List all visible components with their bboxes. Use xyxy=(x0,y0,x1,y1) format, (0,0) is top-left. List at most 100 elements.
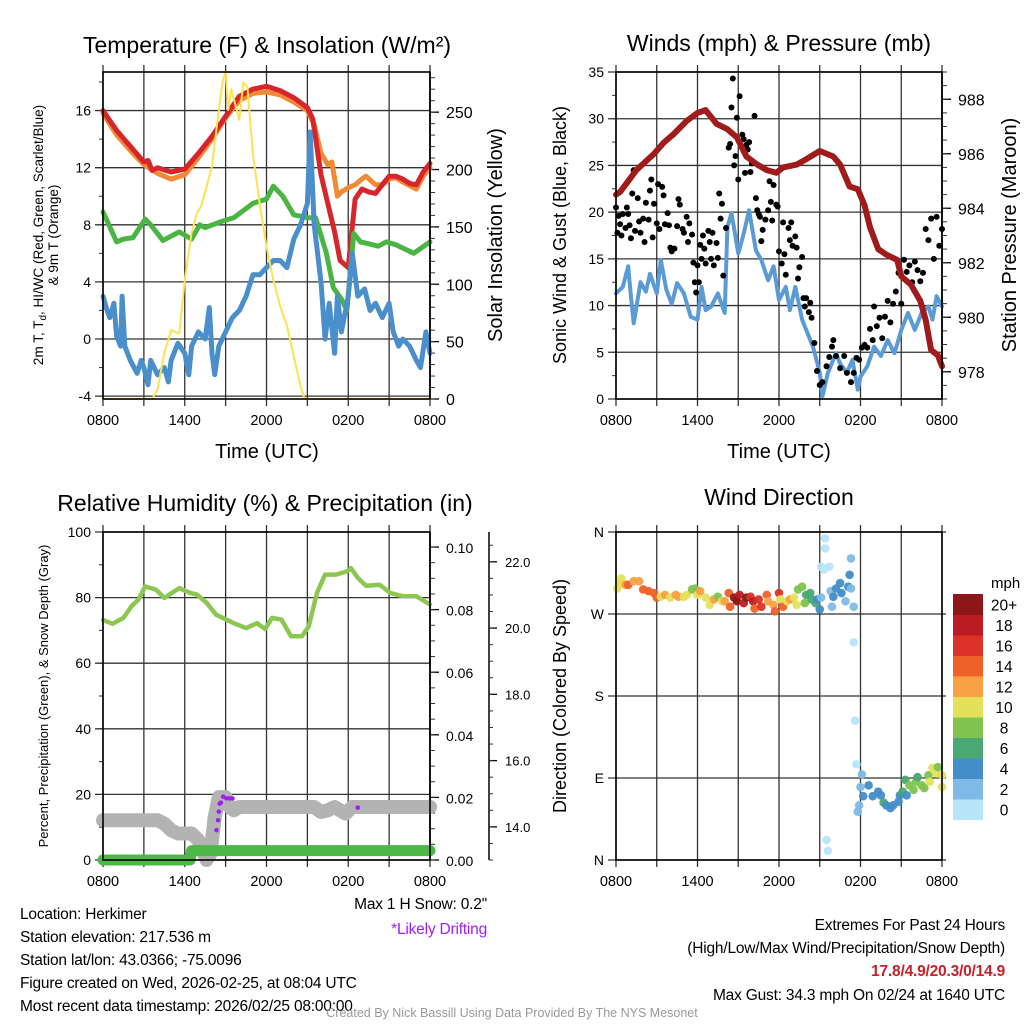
colorbar-unit-label: mph xyxy=(991,575,1020,592)
y-right-tick-label: 0.02 xyxy=(446,790,473,806)
colorbar-bin xyxy=(953,676,983,697)
gust-point xyxy=(819,379,826,386)
gust-point xyxy=(805,309,812,316)
gust-point xyxy=(911,258,918,265)
humidity-chart: 0 20 40 60 80 100 0.00 0.02 0.04 0.06 0.08 0.10 14.0… xyxy=(68,524,531,890)
y-left-tick-label: 15 xyxy=(588,251,604,267)
y-left-tick-label: 16 xyxy=(75,103,91,119)
gust-point xyxy=(701,245,708,252)
gust-point xyxy=(879,335,886,342)
gust-point xyxy=(706,239,713,246)
winds-chart: 0 5 10 15 20 25 30 35 978 980 982 984 986 988 0800 1400… xyxy=(588,64,984,429)
gust-point xyxy=(782,271,789,278)
gust-point xyxy=(649,234,656,241)
colorbar-label: 2 xyxy=(1000,782,1009,799)
series-line-sonic-wind xyxy=(614,208,944,399)
x-tick-label: 0200 xyxy=(332,413,364,429)
gust-point xyxy=(747,168,754,175)
humidity-chart-title: Relative Humidity (%) & Precipitation (i… xyxy=(57,490,472,516)
wind-direction-point xyxy=(805,588,815,598)
colorbar-label: 8 xyxy=(1000,720,1009,737)
station-elevation: Station elevation: 217.536 m xyxy=(20,929,211,946)
x-tick-label: 2000 xyxy=(250,874,282,890)
snow-depth-tick-label: 18.0 xyxy=(505,687,530,702)
y-left-tick-label: 100 xyxy=(68,524,92,540)
gust-point xyxy=(664,210,671,217)
x-tick-label: 0200 xyxy=(332,874,364,890)
wind-direction-point xyxy=(933,762,943,772)
gust-point xyxy=(632,227,639,234)
x-tick-label: 0800 xyxy=(926,413,958,429)
gust-point xyxy=(680,229,687,236)
wind-direction-point xyxy=(617,574,626,583)
gust-point xyxy=(767,198,774,205)
wind-direction-point xyxy=(735,590,744,600)
gust-point xyxy=(697,241,704,248)
y-right-tick-label: 984 xyxy=(958,201,985,218)
gust-point xyxy=(841,353,848,360)
gust-point xyxy=(752,195,759,202)
gust-point xyxy=(698,255,705,262)
colorbar-label: 12 xyxy=(995,679,1012,696)
temperature-chart-title: Temperature (F) & Insolation (W/m²) xyxy=(83,32,451,58)
gust-point xyxy=(833,353,840,360)
series-line-station-pressure xyxy=(613,107,945,370)
gust-point xyxy=(648,176,655,183)
gust-point xyxy=(727,140,734,147)
y-left-tick-label: 25 xyxy=(588,157,604,173)
y-left-tick-label: 30 xyxy=(588,111,604,127)
wind-direction-point xyxy=(850,716,860,725)
y-left-tick-label: 35 xyxy=(588,64,604,80)
wind-direction-point xyxy=(815,605,825,614)
gust-point xyxy=(713,239,720,246)
wind-direction-point xyxy=(824,562,834,571)
wind-direction-chart: N W S E N 0800 1400 2000 0200 0800 0 2 4 6 8 10 12 14 16 18… xyxy=(591,524,1017,890)
wind-direction-point xyxy=(816,593,826,602)
gust-point xyxy=(884,297,891,304)
wind-direction-point xyxy=(845,570,854,580)
wind-direction-point xyxy=(864,780,873,790)
wind-direction-point xyxy=(634,576,644,586)
wind-direction-point xyxy=(754,595,763,604)
y-right-tick-label: 200 xyxy=(446,163,473,180)
gust-point xyxy=(674,223,681,230)
wind-direction-point xyxy=(682,590,691,600)
gust-point xyxy=(785,225,792,232)
series-line-solar-insolation xyxy=(102,71,431,400)
most-recent-timestamp: Most recent data timestamp: 2026/02/25 0… xyxy=(20,998,353,1015)
gust-point xyxy=(837,365,844,372)
wind-direction-point xyxy=(762,590,772,600)
x-tick-label: 1400 xyxy=(169,413,201,429)
gust-point xyxy=(933,213,940,220)
wind-direction-chart-title: Wind Direction xyxy=(704,484,854,510)
max-snow-note: Max 1 H Snow: 0.2" xyxy=(354,896,487,913)
colorbar-label: 6 xyxy=(1000,741,1009,758)
gust-point xyxy=(736,93,743,100)
ylabel-post: , HI/WC (Red, Green, Scarlet/Blue) xyxy=(31,105,46,315)
gust-point xyxy=(676,201,683,208)
snow-depth-tick-label: 14.0 xyxy=(505,820,530,835)
gust-point xyxy=(637,229,644,236)
gust-point xyxy=(873,323,880,330)
gust-point xyxy=(709,229,716,236)
temperature-chart-xlabel: Time (UTC) xyxy=(215,441,319,463)
y-left-tick-label: 0 xyxy=(83,852,91,868)
colorbar-label: 16 xyxy=(995,638,1012,655)
gust-point xyxy=(618,232,625,239)
wind-direction-point xyxy=(776,595,785,604)
wind-direction-point xyxy=(909,785,918,795)
gust-point xyxy=(778,260,785,267)
gust-point xyxy=(799,253,806,260)
gust-point xyxy=(914,267,921,274)
wind-direction-point xyxy=(750,604,759,613)
plot-frame xyxy=(102,531,431,861)
series-line-hi-wc xyxy=(100,129,433,388)
wind-direction-point xyxy=(757,602,766,612)
gust-point xyxy=(640,215,647,222)
gust-point xyxy=(847,379,854,386)
temperature-chart-ylabel-line1: 2m T, Td, HI/WC (Red, Green, Scarlet/Blu… xyxy=(31,105,49,365)
y-left-tick-label: W xyxy=(591,606,605,622)
wind-direction-point xyxy=(789,593,799,602)
extremes-legend: (High/Low/Max Wind/Precipitation/Snow De… xyxy=(687,940,1005,957)
gust-point xyxy=(717,215,724,222)
